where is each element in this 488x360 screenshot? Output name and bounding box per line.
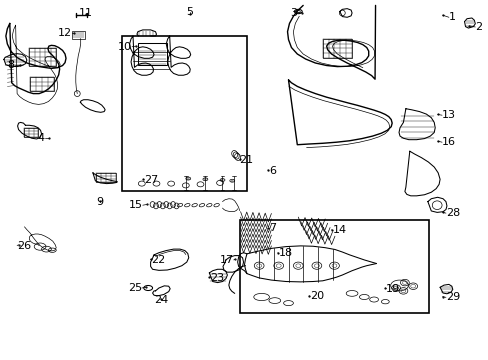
Text: 13: 13 (441, 110, 455, 120)
Bar (322, 39, 351, 58)
Text: 19: 19 (386, 284, 400, 294)
Text: 17: 17 (219, 255, 233, 265)
Bar (122, 36, 246, 191)
Text: 22: 22 (151, 255, 165, 265)
Text: 28: 28 (445, 208, 459, 218)
Text: 6: 6 (268, 166, 275, 176)
Text: 11: 11 (79, 8, 92, 18)
Text: 15: 15 (128, 200, 142, 210)
Text: 4: 4 (38, 132, 45, 143)
Text: 20: 20 (309, 291, 324, 301)
Text: 9: 9 (97, 197, 103, 207)
Bar (96, 173, 116, 182)
Text: 27: 27 (144, 175, 158, 185)
Text: 18: 18 (278, 248, 292, 258)
Text: 1: 1 (448, 12, 455, 22)
Text: 26: 26 (17, 240, 31, 251)
Text: 7: 7 (268, 222, 276, 233)
Text: 2: 2 (474, 22, 482, 32)
Bar (239, 220, 428, 313)
Text: 24: 24 (154, 294, 168, 305)
Text: 10: 10 (118, 42, 132, 52)
Text: 5: 5 (186, 7, 193, 17)
Text: 3: 3 (290, 8, 297, 18)
Text: 29: 29 (445, 292, 459, 302)
Text: 8: 8 (7, 60, 15, 70)
Bar (30, 77, 54, 91)
Bar (72, 31, 84, 39)
Text: 12: 12 (58, 28, 72, 39)
Text: 25: 25 (127, 283, 142, 293)
Text: 23: 23 (210, 273, 224, 283)
Text: 21: 21 (239, 155, 253, 165)
Bar (29, 48, 56, 66)
Text: 16: 16 (441, 137, 455, 147)
Bar (138, 43, 167, 65)
Text: 14: 14 (332, 225, 346, 235)
Bar (24, 128, 38, 137)
